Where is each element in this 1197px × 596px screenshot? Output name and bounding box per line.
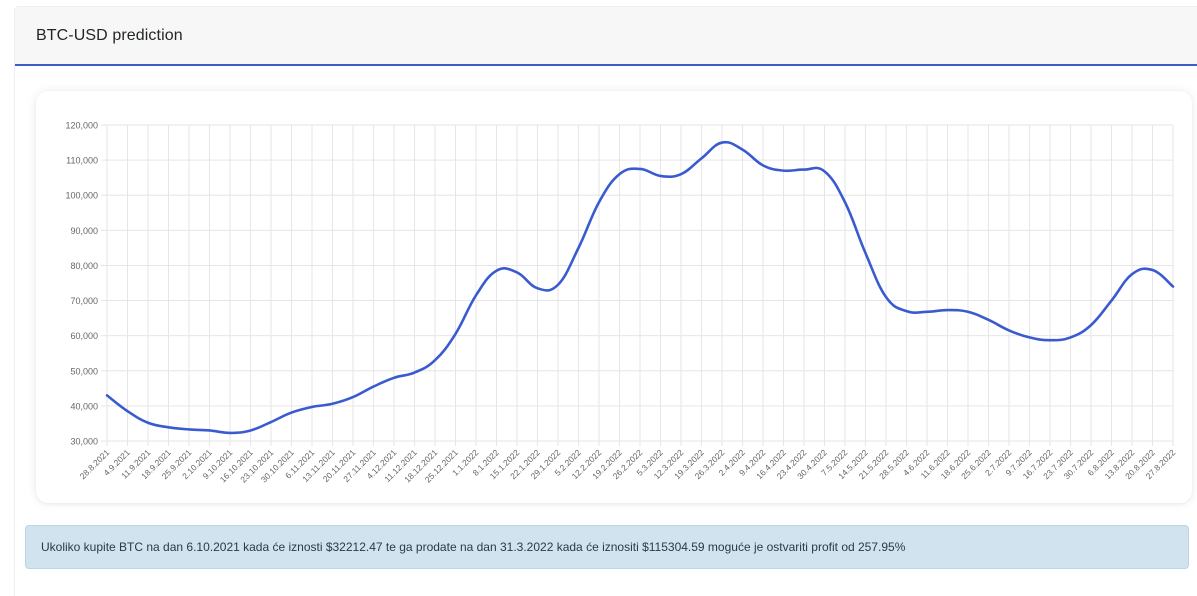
card-header: BTC-USD prediction <box>15 7 1197 66</box>
x-gridlines <box>106 125 1174 446</box>
profit-alert: Ukoliko kupite BTC na dan 6.10.2021 kada… <box>25 525 1189 569</box>
y-tick-label: 110,000 <box>66 156 98 166</box>
y-tick-label: 50,000 <box>70 366 98 376</box>
card-title: BTC-USD prediction <box>36 27 183 44</box>
price-chart: 30,000 40,000 50,000 60,000 70,000 80,000 90,0… <box>65 121 1178 485</box>
series-line <box>105 140 1175 435</box>
profit-alert-text: Ukoliko kupite BTC na dan 6.10.2021 kada… <box>41 540 906 554</box>
y-gridlines <box>101 124 1173 442</box>
chart-panel: 30,000 40,000 50,000 60,000 70,000 80,000 90,0… <box>36 91 1192 503</box>
y-tick-label: 60,000 <box>70 331 98 341</box>
y-tick-label: 90,000 <box>70 226 98 236</box>
y-tick-label: 100,000 <box>65 191 98 201</box>
y-tick-label: 70,000 <box>70 296 98 306</box>
series-group <box>105 140 1175 435</box>
y-tick-label: 40,000 <box>70 401 98 411</box>
y-tick-label: 120,000 <box>65 121 98 131</box>
y-tick-label: 80,000 <box>70 261 98 271</box>
prediction-card: BTC-USD prediction 30,000 40,000 50,000 60,… <box>14 6 1197 596</box>
y-axis-labels: 30,000 40,000 50,000 60,000 70,000 80,000 90,0… <box>65 121 98 447</box>
y-tick-label: 30,000 <box>70 437 98 447</box>
x-axis-labels: 28.8.20214.9.202111.9.202118.9.202125.9.… <box>78 447 1178 484</box>
